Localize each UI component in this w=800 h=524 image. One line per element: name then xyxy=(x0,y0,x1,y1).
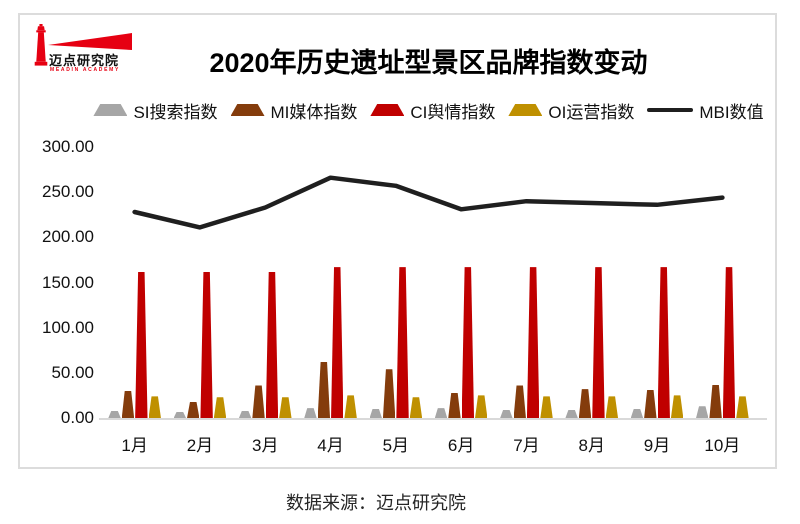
bar-ci-10月 xyxy=(722,267,736,418)
bar-si-8月 xyxy=(565,409,578,418)
x-axis-label: 3月 xyxy=(252,436,279,455)
y-axis-tick-label: 100.00 xyxy=(42,317,94,337)
bar-mi-1月 xyxy=(121,390,135,418)
bar-si-6月 xyxy=(434,408,448,418)
bar-si-2月 xyxy=(173,411,187,418)
bar-mi-9月 xyxy=(644,390,657,418)
chart-title: 2020年历史遗址型景区品牌指数变动 xyxy=(209,48,648,78)
y-axis-tick-label: 0.00 xyxy=(60,408,94,427)
bar-si-4月 xyxy=(304,408,317,418)
bar-oi-8月 xyxy=(605,396,619,418)
bar-ci-4月 xyxy=(331,267,344,418)
legend-marker-oi xyxy=(508,104,543,116)
bar-mi-3月 xyxy=(252,385,265,418)
bar-oi-4月 xyxy=(344,395,357,418)
y-axis-tick-label: 150.00 xyxy=(42,272,94,292)
bar-oi-6月 xyxy=(475,395,488,418)
legend: SI搜索指数 MI媒体指数 CI舆情指数 OI运营指数 MBI数值 xyxy=(93,97,764,123)
y-axis-tick-label: 300.00 xyxy=(42,137,94,156)
logo-name: 迈点研究院 xyxy=(49,53,120,68)
bar-oi-7月 xyxy=(540,396,553,418)
bar-mi-5月 xyxy=(382,369,396,418)
bar-mi-4月 xyxy=(317,362,331,418)
legend-item-si: SI搜索指数 xyxy=(93,98,218,123)
legend-item-ci: CI舆情指数 xyxy=(370,98,495,123)
bar-si-3月 xyxy=(238,410,252,418)
bar-ci-6月 xyxy=(461,267,475,418)
bar-mi-6月 xyxy=(448,392,461,418)
bar-ci-1月 xyxy=(135,271,148,418)
x-axis-label: 6月 xyxy=(447,436,475,455)
y-axis-tick-label: 50.00 xyxy=(51,362,94,382)
bar-mi-2月 xyxy=(187,401,200,418)
bar-si-5月 xyxy=(369,408,382,418)
legend-item-oi: OI运营指数 xyxy=(508,98,634,123)
bar-si-7月 xyxy=(500,409,513,418)
bar-oi-2月 xyxy=(213,397,227,418)
y-axis-tick-label: 250.00 xyxy=(42,182,94,202)
chart-card: 迈点研究院 MEADIN ACADEMY 2020年历史遗址型景区品牌指数变动 … xyxy=(18,13,777,469)
bar-mi-8月 xyxy=(578,389,592,418)
bar-si-1月 xyxy=(108,410,121,418)
bar-ci-9月 xyxy=(657,267,670,418)
legend-label-mbi: MBI数值 xyxy=(699,102,764,122)
lighthouse-icon xyxy=(34,24,48,66)
bar-oi-10月 xyxy=(736,396,749,418)
x-axis-label: 10月 xyxy=(704,436,741,455)
bar-oi-3月 xyxy=(279,397,292,418)
bar-oi-9月 xyxy=(670,395,684,418)
bar-mi-10月 xyxy=(709,384,722,418)
mbi-line-chart xyxy=(132,175,725,230)
bar-ci-2月 xyxy=(200,271,213,418)
x-axis-label: 4月 xyxy=(317,436,344,455)
bar-ci-7月 xyxy=(526,267,540,418)
x-axis-label: 8月 xyxy=(578,436,605,455)
legend-label-oi: OI运营指数 xyxy=(548,102,635,122)
x-axis-label: 9月 xyxy=(643,436,671,455)
legend-label-ci: CI舆情指数 xyxy=(410,102,496,122)
source-caption: 数据来源：迈点研究院 xyxy=(286,493,466,513)
legend-label-mi: MI媒体指数 xyxy=(270,102,358,122)
bar-mi-7月 xyxy=(513,385,526,418)
logo-subtext: MEADIN ACADEMY xyxy=(50,67,121,73)
legend-item-mi: MI媒体指数 xyxy=(230,98,358,123)
logo-beam-icon xyxy=(48,33,132,50)
bar-ci-5月 xyxy=(396,267,409,418)
legend-marker-mi xyxy=(230,104,265,116)
legend-marker-mbi xyxy=(647,107,694,113)
bar-oi-5月 xyxy=(409,397,423,418)
bar-ci-3月 xyxy=(265,271,279,418)
bar-si-10月 xyxy=(696,406,709,418)
bar-si-9月 xyxy=(630,408,644,418)
x-axis-label: 7月 xyxy=(513,436,540,455)
x-axis-label: 2月 xyxy=(186,436,214,455)
x-axis-label: 5月 xyxy=(382,436,410,455)
y-axis-tick-label: 200.00 xyxy=(42,227,94,247)
bar-oi-1月 xyxy=(148,396,161,418)
bar-ci-8月 xyxy=(592,267,605,418)
logo: 迈点研究院 MEADIN ACADEMY xyxy=(32,22,152,80)
x-axis-label: 1月 xyxy=(121,436,148,455)
x-axis-line xyxy=(99,417,767,420)
mbi-line xyxy=(132,175,725,230)
legend-item-mbi: MBI数值 xyxy=(647,98,764,123)
plot-area xyxy=(99,147,767,420)
legend-label-si: SI搜索指数 xyxy=(133,102,218,122)
legend-marker-ci xyxy=(370,104,405,116)
legend-marker-si xyxy=(93,104,128,116)
